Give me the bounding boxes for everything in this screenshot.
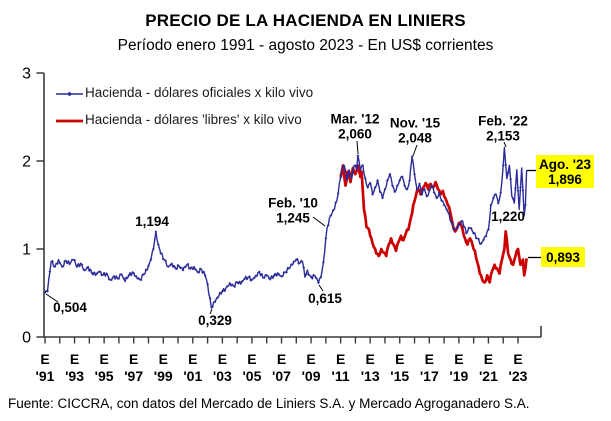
callout-label: 1,896 (548, 172, 582, 187)
y-axis-label: 2 (22, 154, 31, 171)
legend-item-official: Hacienda - dólares oficiales x kilo vivo (56, 79, 313, 106)
x-axis-label-month: E (129, 351, 138, 367)
annotation-connector (312, 216, 326, 227)
x-axis-label-month: E (306, 351, 315, 367)
x-axis-label-month: E (513, 351, 522, 367)
annotation-label: 0,504 (53, 300, 87, 315)
callout-box (536, 155, 594, 188)
y-axis-label: 0 (22, 330, 31, 347)
annotation-label: 2,048 (398, 130, 432, 145)
annotation-label: 1,220 (491, 209, 525, 224)
annotation-label: 1,245 (276, 210, 310, 225)
legend-swatch-free-line-icon (56, 114, 83, 126)
x-axis-label-year: '93 (65, 368, 84, 384)
x-axis-label-month: E (395, 351, 404, 367)
annotation-connector (412, 144, 418, 157)
annotation-label: Nov. '15 (390, 115, 441, 130)
x-axis-label-year: '11 (332, 368, 350, 384)
source-note: Fuente: CICCRA, con datos del Mercado de… (8, 396, 530, 411)
x-axis-label-year: '05 (242, 368, 261, 384)
x-axis-label-year: '15 (390, 368, 409, 384)
x-axis-label-month: E (336, 351, 345, 367)
annotation-connector (503, 141, 507, 148)
callout-box (541, 247, 585, 267)
x-axis-label-year: '07 (272, 368, 291, 384)
legend-label-free: Hacienda - dólares 'libres' x kilo vivo (85, 112, 302, 127)
legend: Hacienda - dólares oficiales x kilo vivo… (56, 79, 313, 133)
annotation-label: Feb. '10 (268, 195, 318, 210)
callout-label: 0,893 (546, 250, 580, 265)
legend-swatch-official-line-icon (56, 87, 83, 99)
x-axis-label-month: E (218, 351, 227, 367)
x-axis-label-month: E (247, 351, 256, 367)
y-axis-label: 1 (22, 242, 31, 259)
legend-item-free: Hacienda - dólares 'libres' x kilo vivo (56, 106, 313, 133)
annotation-connector (45, 293, 59, 303)
x-axis-label-month: E (159, 351, 168, 367)
x-axis-label-month: E (70, 351, 79, 367)
x-axis-label-year: '03 (213, 368, 232, 384)
annotation-connector (209, 308, 213, 315)
y-axis-label: 3 (22, 66, 31, 83)
x-axis-label-year: '21 (479, 368, 498, 384)
chart-title: PRECIO DE LA HACIENDA EN LINIERS (145, 11, 466, 30)
annotation-label: 2,153 (486, 128, 520, 143)
callout-label: Ago. '23 (539, 157, 591, 172)
x-axis-label-year: '95 (95, 368, 114, 384)
x-axis-label-year: '13 (361, 368, 380, 384)
annotation-label: 0,329 (198, 313, 232, 328)
annotation-label: Feb. '22 (478, 113, 528, 128)
annotation-connector (356, 140, 359, 155)
x-axis-label-year: '97 (124, 368, 143, 384)
x-axis-label-month: E (484, 351, 493, 367)
x-axis-label-year: '01 (183, 368, 202, 384)
x-axis-label-month: E (40, 351, 49, 367)
legend-label-official: Hacienda - dólares oficiales x kilo vivo (85, 85, 314, 100)
annotation-connector (318, 284, 324, 292)
x-axis-label-year: '19 (449, 368, 468, 384)
annotation-label: 2,060 (338, 126, 372, 141)
series-free-line (339, 164, 528, 284)
x-axis-label-year: '23 (509, 368, 528, 384)
x-axis-label-year: '99 (154, 368, 173, 384)
x-axis-label-year: '09 (302, 368, 321, 384)
annotation-label: 0,615 (308, 291, 342, 306)
x-axis-label-month: E (188, 351, 197, 367)
x-axis-label-month: E (99, 351, 108, 367)
annotation-label: Mar. '12 (331, 111, 380, 126)
x-axis-label-year: '17 (420, 368, 439, 384)
x-axis-label-month: E (425, 351, 434, 367)
x-axis-label-month: E (454, 351, 463, 367)
chart-subtitle: Período enero 1991 - agosto 2023 - En US… (117, 37, 494, 54)
x-axis-label-year: '91 (36, 368, 55, 384)
annotation-label: 1,194 (135, 214, 169, 229)
x-axis-label-month: E (277, 351, 286, 367)
x-axis-label-month: E (366, 351, 375, 367)
